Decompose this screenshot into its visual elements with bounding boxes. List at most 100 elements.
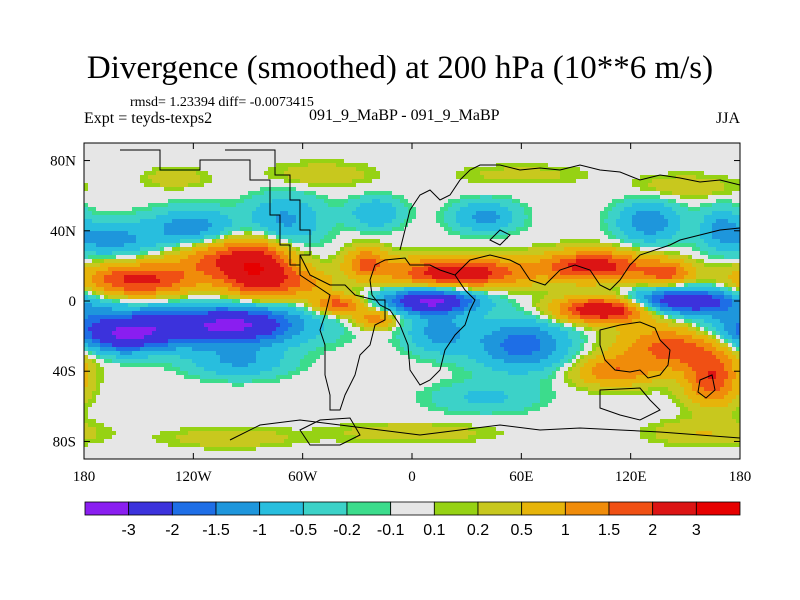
field-cell bbox=[464, 207, 469, 212]
field-cell bbox=[712, 147, 717, 152]
field-cell bbox=[480, 203, 485, 208]
field-cell bbox=[640, 171, 645, 176]
field-cell bbox=[656, 239, 661, 244]
field-cell bbox=[420, 159, 425, 164]
field-cell bbox=[296, 239, 301, 244]
field-cell bbox=[368, 203, 373, 208]
field-cell bbox=[372, 159, 377, 164]
field-cell bbox=[640, 207, 645, 212]
field-cell bbox=[296, 159, 301, 164]
field-cell bbox=[108, 243, 113, 248]
field-cell bbox=[556, 211, 561, 216]
field-cell bbox=[512, 195, 517, 200]
field-cell bbox=[404, 167, 409, 172]
field-cell bbox=[628, 207, 633, 212]
field-cell bbox=[208, 163, 213, 168]
field-cell bbox=[580, 143, 585, 148]
field-cell bbox=[616, 235, 621, 240]
field-cell bbox=[104, 179, 109, 184]
field-cell bbox=[696, 159, 701, 164]
field-cell bbox=[396, 203, 401, 208]
field-cell bbox=[536, 243, 541, 248]
field-cell bbox=[140, 259, 145, 264]
field-cell bbox=[284, 259, 289, 264]
field-cell bbox=[204, 231, 209, 236]
field-cell bbox=[448, 151, 453, 156]
field-cell bbox=[704, 223, 709, 228]
field-cell bbox=[496, 231, 501, 236]
field-cell bbox=[368, 199, 373, 204]
field-cell bbox=[256, 143, 261, 148]
field-cell bbox=[488, 183, 493, 188]
field-cell bbox=[192, 163, 197, 168]
field-cell bbox=[132, 175, 137, 180]
field-cell bbox=[472, 239, 477, 244]
field-cell bbox=[428, 147, 433, 152]
field-cell bbox=[92, 211, 97, 216]
field-cell bbox=[232, 243, 237, 248]
field-cell bbox=[232, 227, 237, 232]
field-cell bbox=[632, 239, 637, 244]
field-cell bbox=[500, 259, 505, 264]
field-cell bbox=[328, 187, 333, 192]
field-cell bbox=[676, 183, 681, 188]
field-cell bbox=[296, 231, 301, 236]
field-cell bbox=[596, 163, 601, 168]
field-cell bbox=[456, 155, 461, 160]
field-cell bbox=[544, 147, 549, 152]
field-cell bbox=[720, 163, 725, 168]
field-cell bbox=[272, 187, 277, 192]
field-cell bbox=[576, 215, 581, 220]
field-cell bbox=[468, 179, 473, 184]
field-cell bbox=[148, 143, 153, 148]
field-cell bbox=[488, 247, 493, 252]
field-cell bbox=[244, 255, 249, 260]
field-cell bbox=[172, 155, 177, 160]
field-cell bbox=[384, 235, 389, 240]
field-cell bbox=[456, 147, 461, 152]
field-cell bbox=[468, 199, 473, 204]
field-cell bbox=[560, 235, 565, 240]
field-cell bbox=[720, 255, 725, 260]
field-cell bbox=[228, 167, 233, 172]
field-cell bbox=[284, 155, 289, 160]
field-cell bbox=[492, 247, 497, 252]
field-cell bbox=[84, 151, 89, 156]
field-cell bbox=[236, 263, 241, 268]
field-cell bbox=[596, 159, 601, 164]
field-cell bbox=[388, 235, 393, 240]
field-cell bbox=[316, 243, 321, 248]
field-cell bbox=[516, 207, 521, 212]
field-cell bbox=[464, 227, 469, 232]
field-cell bbox=[720, 215, 725, 220]
field-cell bbox=[408, 143, 413, 148]
field-cell bbox=[236, 231, 241, 236]
field-cell bbox=[696, 155, 701, 160]
field-cell bbox=[252, 179, 257, 184]
field-cell bbox=[476, 219, 481, 224]
field-cell bbox=[284, 215, 289, 220]
field-cell bbox=[688, 179, 693, 184]
field-cell bbox=[660, 151, 665, 156]
field-cell bbox=[672, 171, 677, 176]
field-cell bbox=[248, 143, 253, 148]
field-cell bbox=[520, 231, 525, 236]
field-cell bbox=[532, 255, 537, 260]
field-cell bbox=[184, 231, 189, 236]
field-cell bbox=[564, 159, 569, 164]
field-cell bbox=[420, 187, 425, 192]
field-cell bbox=[440, 191, 445, 196]
field-cell bbox=[520, 183, 525, 188]
field-cell bbox=[516, 163, 521, 168]
field-cell bbox=[700, 219, 705, 224]
field-cell bbox=[164, 219, 169, 224]
field-cell bbox=[372, 163, 377, 168]
field-cell bbox=[108, 167, 113, 172]
field-cell bbox=[264, 235, 269, 240]
field-cell bbox=[516, 255, 521, 260]
field-cell bbox=[448, 183, 453, 188]
field-cell bbox=[676, 179, 681, 184]
field-cell bbox=[176, 207, 181, 212]
field-cell bbox=[436, 167, 441, 172]
field-cell bbox=[256, 259, 261, 264]
